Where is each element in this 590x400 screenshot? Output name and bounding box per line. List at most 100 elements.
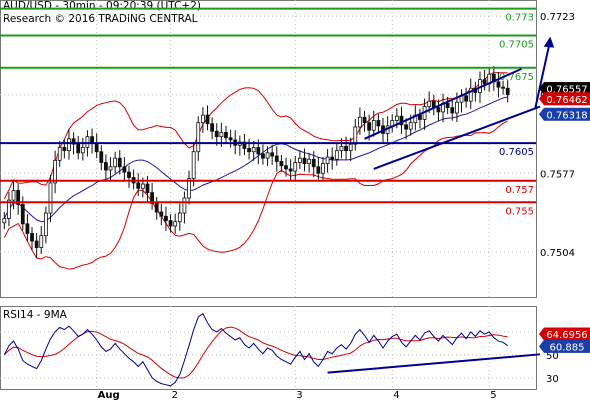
candle-body [113,157,118,168]
candle-body [140,183,145,189]
candle-body [274,155,279,162]
level-label: 0.7705 [499,40,534,51]
candle-body [187,178,191,199]
candle-body [330,156,335,160]
candle-body [394,115,399,121]
candle-body [311,158,316,168]
candle-body [321,163,325,174]
candle-body [164,215,168,221]
x-tick-label: 2 [172,390,178,400]
candle-body [344,145,348,152]
bollinger-lower-band [3,120,508,270]
candle-body [362,116,367,124]
forecast-arrow-head [543,36,555,48]
candle-body [302,157,307,164]
candle-body [256,147,261,155]
candle-body [399,115,404,126]
candle-body [247,148,251,153]
x-tick-label: 4 [393,390,399,400]
rsi-signal-line [3,326,508,379]
candle-body [145,183,150,194]
candle-body [43,212,48,237]
candle-body [501,86,505,89]
moving-average-line [3,96,508,223]
candle-body [454,101,459,114]
candle-body [168,220,173,227]
price-badge-label: 0.76462 [546,95,587,106]
price-badge-label: 0.76557 [546,85,587,96]
candle-body [62,147,67,152]
candle-body [418,114,422,120]
candle-body [71,138,76,145]
candle-body [339,145,344,152]
price-tick-label: 0.7577 [540,169,575,180]
candle-body [404,124,408,130]
rsi-badge-pointer [539,327,544,341]
candle-body [108,166,113,171]
candle-body [505,87,510,96]
candle-body [154,202,159,213]
candle-body [57,147,62,161]
level-label: 0.755 [505,206,534,217]
candle-body [80,147,85,154]
candle-body [94,142,99,153]
candle-body [353,126,358,145]
candle-body [214,130,219,138]
candle-body [122,166,127,173]
candle-body [297,157,302,163]
candle-body [288,168,293,172]
candle-body [408,122,413,130]
level-label: 0.757 [505,185,534,196]
price-badge-pointer [539,82,544,96]
candle-body [261,153,265,159]
price-badge-pointer [539,92,544,106]
candle-body [173,221,178,227]
price-badge [544,92,590,106]
rsi-badge [544,327,590,341]
rsi-badge-label: 64.6956 [546,330,587,341]
candle-body [136,182,141,189]
channel-line [373,105,541,170]
candle-body [48,182,53,214]
level-label: 0.773 [505,13,534,24]
candle-body [325,156,330,164]
candle-body [39,235,44,248]
candle-body [67,138,71,152]
candle-body [242,141,247,149]
price-badge-pointer [539,107,544,121]
bollinger-upper-band [3,72,508,200]
candle-body [316,166,321,174]
candle-body [450,107,455,114]
candle-body [196,122,201,153]
candle-body [30,233,34,242]
price-badge-label: 0.76318 [546,110,587,121]
candle-body [85,136,90,148]
candle-body [16,190,21,205]
rsi-panel-frame [0,306,537,390]
candle-body [150,192,154,204]
candle-body [468,87,473,102]
price-badge [544,82,590,96]
rsi-badge [544,339,590,353]
candle-body [159,211,164,217]
forecast-arrow-shaft [534,44,551,108]
candle-body [265,152,270,159]
candle-body [371,120,376,131]
candle-body [127,171,131,178]
candle-body [224,131,228,139]
candle-body [11,190,16,201]
candle-body [307,158,312,164]
candle-body [53,159,58,184]
x-tick-label: Aug [98,390,120,400]
candle-body [251,147,256,153]
candle-body [334,150,339,160]
price-tick-label: 0.7723 [540,12,575,23]
rsi-badge-label: 60.885 [550,342,585,353]
candle-body [284,165,288,170]
candle-body [367,122,372,131]
level-label: 0.7605 [499,147,534,158]
candle-body [348,143,353,152]
candle-body [205,114,210,125]
candle-body [104,162,108,171]
